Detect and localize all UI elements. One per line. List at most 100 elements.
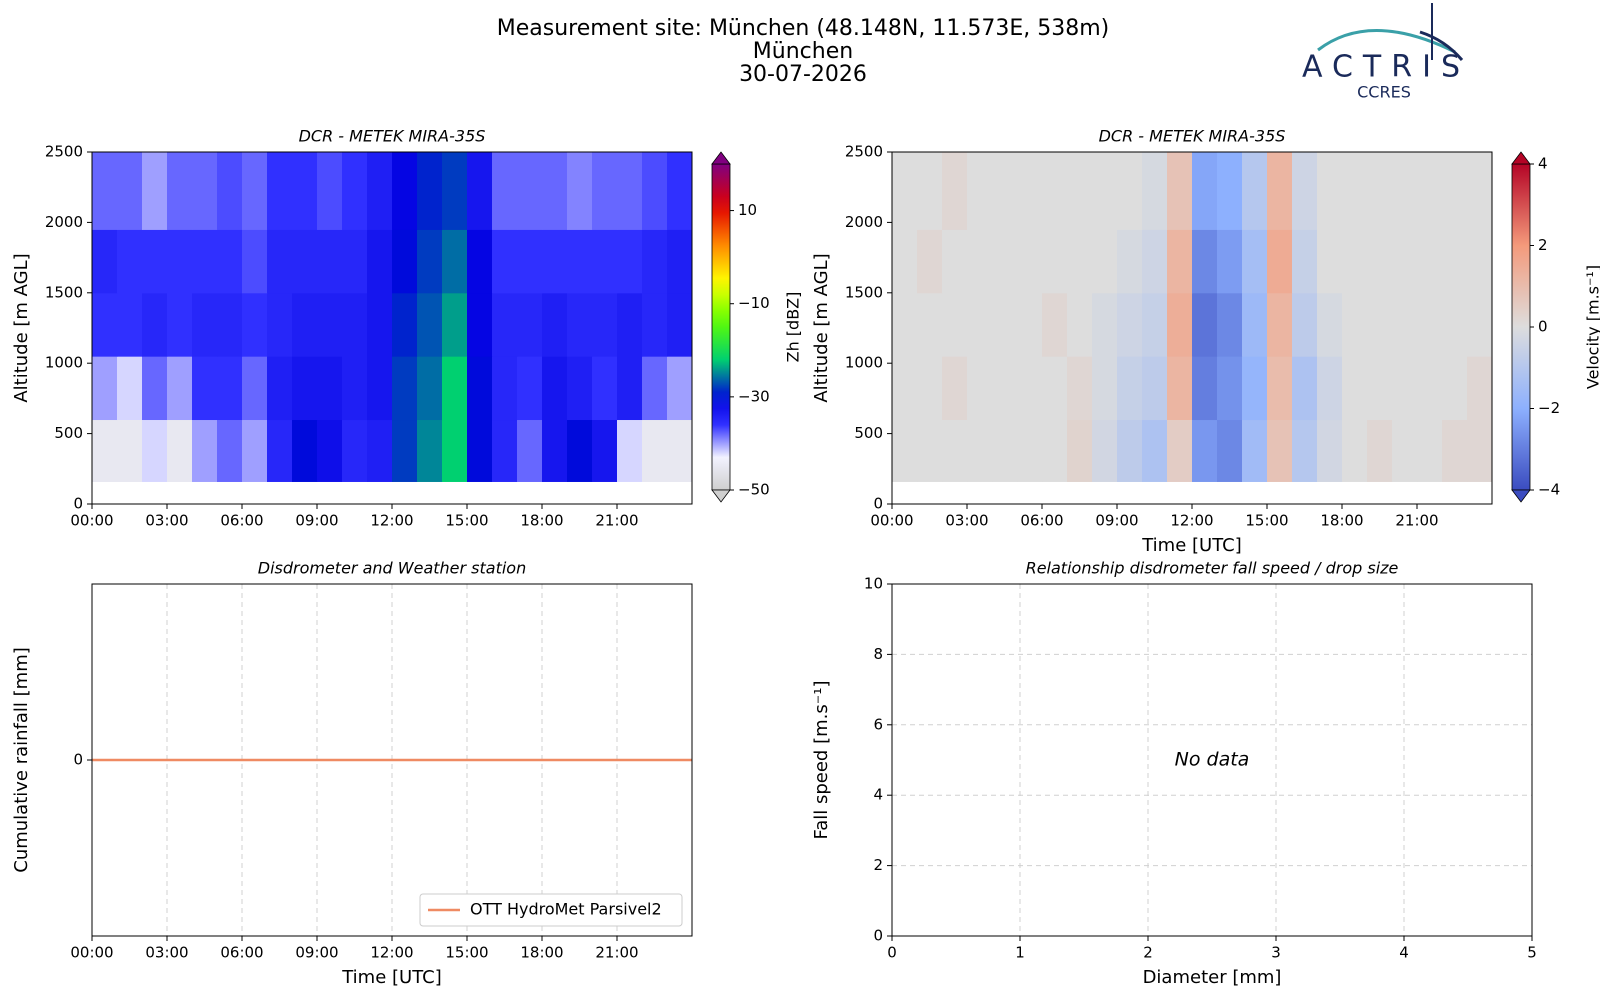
heatmap-cell [1017, 229, 1043, 294]
heatmap-cell [1217, 229, 1243, 294]
heatmap-cell [942, 292, 968, 357]
heatmap-cell [1367, 356, 1393, 421]
heatmap-cell [167, 229, 193, 294]
x-tick-label: 06:00 [1020, 512, 1063, 530]
x-tick-label: 0 [887, 944, 897, 962]
heatmap-cell [117, 152, 143, 230]
heatmap-cell [292, 356, 318, 421]
heatmap-cell [1117, 419, 1143, 482]
heatmap-cell [342, 152, 368, 230]
heatmap-cell [1142, 229, 1168, 294]
header-title: Measurement site: München (48.148N, 11.5… [497, 16, 1109, 41]
y-tick-label: 2 [873, 856, 883, 874]
heatmap-cell [1242, 229, 1268, 294]
y-tick-label: 0 [873, 495, 883, 513]
heatmap-cell [942, 152, 968, 230]
heatmap-cell [992, 292, 1018, 357]
y-axis-label: Altitude [m AGL] [811, 253, 832, 402]
colorbar-tick-label: 2 [1538, 236, 1548, 254]
y-tick-label: 0 [73, 751, 83, 769]
heatmap-cell [317, 419, 343, 482]
heatmap-cell [617, 292, 643, 357]
x-tick-label: 00:00 [70, 512, 113, 530]
heatmap-cell [1092, 356, 1118, 421]
heatmap-cell [492, 419, 518, 482]
heatmap-cell [1392, 152, 1418, 230]
heatmap-cell [242, 419, 268, 482]
y-axis-label: Cumulative rainfall [mm] [11, 647, 32, 873]
heatmap-cell [667, 152, 693, 230]
heatmap-cell [892, 419, 918, 482]
heatmap-cell [192, 419, 218, 482]
heatmap-cell [917, 229, 943, 294]
heatmap-cell [442, 356, 468, 421]
x-tick-label: 09:00 [295, 944, 338, 962]
heatmap-cell [1192, 229, 1218, 294]
heatmap-cell [642, 229, 668, 294]
heatmap-cell [592, 419, 618, 482]
heatmap-cell [1267, 152, 1293, 230]
heatmap-cell [392, 229, 418, 294]
heatmap-cell [1367, 419, 1393, 482]
x-axis-label: Diameter [mm] [1143, 967, 1282, 988]
heatmap-cell [642, 356, 668, 421]
heatmap-cell [1267, 356, 1293, 421]
heatmap-cell [167, 356, 193, 421]
heatmap-cell [542, 356, 568, 421]
x-tick-label: 4 [1399, 944, 1409, 962]
heatmap-cell [517, 292, 543, 357]
heatmap-cell [1467, 152, 1493, 230]
heatmap-cell [942, 356, 968, 421]
heatmap-cell [367, 356, 393, 421]
heatmap-cell [1067, 152, 1093, 230]
heatmap-cell [1342, 229, 1368, 294]
heatmap-cell [1017, 152, 1043, 230]
colorbar-label: Zh [dBZ] [784, 292, 803, 363]
heatmap-cell [317, 356, 343, 421]
heatmap-cell [917, 292, 943, 357]
heatmap-cell [992, 419, 1018, 482]
heatmap-cell [1467, 229, 1493, 294]
y-tick-label: 6 [873, 715, 883, 733]
x-tick-label: 00:00 [70, 944, 113, 962]
heatmap-cell [1217, 152, 1243, 230]
heatmap-cell [1442, 229, 1468, 294]
x-axis-label: Time [UTC] [341, 967, 442, 988]
heatmap-cell [967, 356, 993, 421]
legend-box [419, 893, 683, 927]
heatmap-cell [1417, 419, 1443, 482]
colorbar-extend-min [711, 489, 731, 503]
heatmap-cell [117, 356, 143, 421]
heatmap-cell [92, 292, 118, 357]
colorbar-tick-label: 0 [1538, 318, 1548, 336]
heatmap-cell [392, 292, 418, 357]
heatmap-cell [892, 292, 918, 357]
x-tick-label: 03:00 [145, 512, 188, 530]
heatmap-cell [642, 152, 668, 230]
y-tick-label: 4 [873, 786, 883, 804]
heatmap-cell [517, 356, 543, 421]
colorbar-extend-max [711, 151, 731, 165]
heatmap-cell [342, 229, 368, 294]
heatmap-cell [142, 292, 168, 357]
heatmap-cell [1417, 229, 1443, 294]
chart-title: Relationship disdrometer fall speed / dr… [1026, 559, 1399, 578]
x-tick-label: 03:00 [945, 512, 988, 530]
heatmap-cell [517, 229, 543, 294]
logo-subname: CCRES [1357, 83, 1411, 102]
x-tick-label: 15:00 [1245, 512, 1288, 530]
heatmap-cell [342, 356, 368, 421]
colorbar-tick-label: −30 [738, 387, 770, 405]
heatmap-cell [1167, 229, 1193, 294]
y-tick-label: 1000 [845, 354, 883, 372]
heatmap-cell [417, 292, 443, 357]
heatmap-cell [1192, 292, 1218, 357]
heatmap-cell [567, 229, 593, 294]
chart-title: DCR - METEK MIRA-35S [299, 127, 486, 146]
heatmap-cell [1142, 356, 1168, 421]
heatmap-cell [467, 152, 493, 230]
x-tick-label: 09:00 [295, 512, 338, 530]
heatmap-cell [1217, 356, 1243, 421]
heatmap-cell [1317, 356, 1343, 421]
heatmap-cell [542, 152, 568, 230]
